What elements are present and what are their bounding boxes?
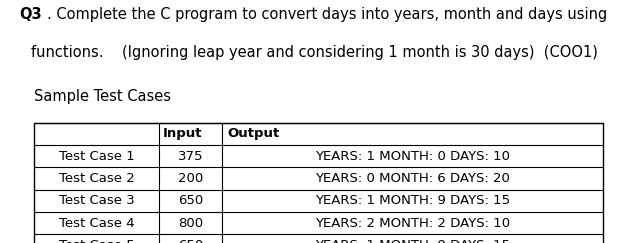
Text: 200: 200 [178, 172, 203, 185]
Text: Test Case 3: Test Case 3 [59, 194, 135, 208]
Text: YEARS: 1 MONTH: 9 DAYS: 15: YEARS: 1 MONTH: 9 DAYS: 15 [315, 239, 510, 243]
Text: Test Case 1: Test Case 1 [59, 150, 135, 163]
Text: Test Case 2: Test Case 2 [59, 172, 135, 185]
Text: Q3: Q3 [19, 7, 41, 22]
Text: YEARS: 1 MONTH: 9 DAYS: 15: YEARS: 1 MONTH: 9 DAYS: 15 [315, 194, 510, 208]
Text: Sample Test Cases: Sample Test Cases [34, 89, 171, 104]
Text: 650: 650 [178, 239, 203, 243]
Text: Input: Input [162, 127, 202, 140]
Text: 650: 650 [178, 194, 203, 208]
Text: Test Case 4: Test Case 4 [59, 217, 135, 230]
Text: . Complete the C program to convert days into years, month and days using: . Complete the C program to convert days… [47, 7, 607, 22]
Text: 800: 800 [178, 217, 203, 230]
Text: YEARS: 0 MONTH: 6 DAYS: 20: YEARS: 0 MONTH: 6 DAYS: 20 [315, 172, 510, 185]
Text: functions.    (Ignoring leap year and considering 1 month is 30 days)  (COO1): functions. (Ignoring leap year and consi… [31, 45, 598, 60]
Text: YEARS: 2 MONTH: 2 DAYS: 10: YEARS: 2 MONTH: 2 DAYS: 10 [315, 217, 510, 230]
Text: Output: Output [227, 127, 279, 140]
Text: Test Case 5: Test Case 5 [59, 239, 135, 243]
Text: YEARS: 1 MONTH: 0 DAYS: 10: YEARS: 1 MONTH: 0 DAYS: 10 [315, 150, 510, 163]
Text: 375: 375 [178, 150, 203, 163]
